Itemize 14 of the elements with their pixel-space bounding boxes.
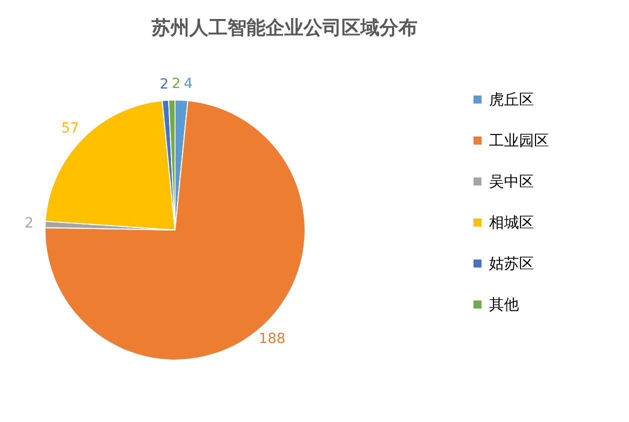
data-label: 2 bbox=[172, 76, 181, 92]
legend-label: 姑苏区 bbox=[489, 254, 534, 272]
data-label: 4 bbox=[184, 76, 193, 92]
pie-slice bbox=[44, 100, 306, 360]
data-label: 2 bbox=[160, 76, 169, 92]
legend-label: 其他 bbox=[489, 296, 519, 314]
legend-label: 相城区 bbox=[489, 214, 534, 232]
legend-label: 吴中区 bbox=[489, 172, 534, 190]
legend-label: 工业园区 bbox=[489, 132, 549, 150]
data-label: 2 bbox=[24, 216, 34, 232]
data-label: 57 bbox=[61, 120, 80, 136]
data-label: 188 bbox=[258, 331, 286, 348]
chart-title: 苏州人工智能企业公司区域分布 bbox=[150, 17, 418, 39]
legend-label: 虎丘区 bbox=[489, 90, 534, 108]
